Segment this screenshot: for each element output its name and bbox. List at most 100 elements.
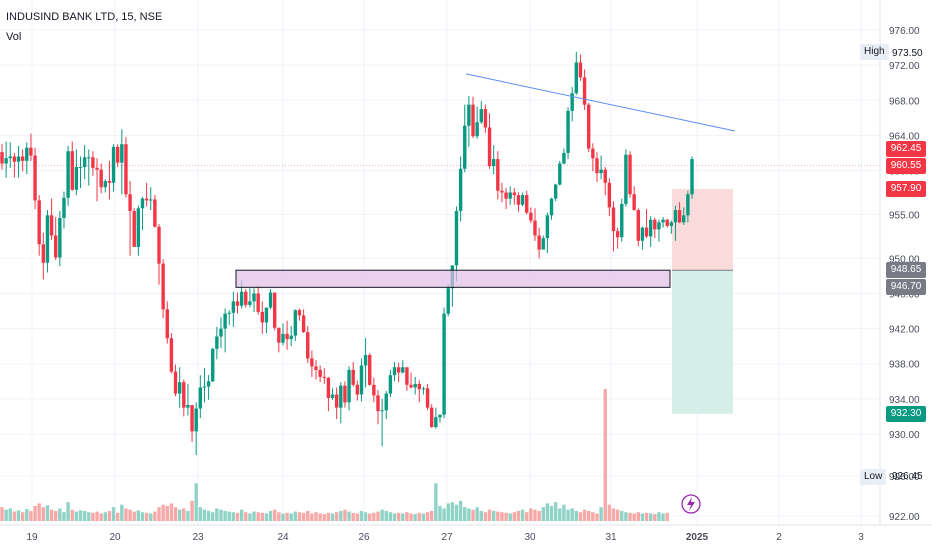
candle-body <box>4 158 8 164</box>
volume-bar <box>186 510 190 521</box>
candle-body <box>29 147 33 156</box>
candle-body <box>690 159 694 195</box>
lightning-icon[interactable] <box>681 494 701 514</box>
volume-bar <box>392 513 397 521</box>
volume-bar <box>425 512 430 521</box>
volume-bar <box>87 512 91 521</box>
y-tick-label: 926.00 <box>889 472 920 483</box>
volume-bar <box>66 502 70 521</box>
volume-bar <box>376 511 380 521</box>
volume-bar <box>541 507 545 521</box>
volume-bar <box>396 512 401 521</box>
volume-bar <box>177 509 182 521</box>
position-zones <box>0 165 880 414</box>
candle-body <box>293 310 298 336</box>
volume-bar <box>582 509 587 521</box>
candle-body <box>194 408 198 432</box>
volume-bar <box>653 514 657 521</box>
candle-body <box>153 199 157 227</box>
candle-body <box>128 194 132 211</box>
volume-bar <box>409 513 413 521</box>
volume-bar <box>310 513 314 521</box>
y-tick-label: 976.00 <box>889 26 920 37</box>
candle-body <box>256 293 260 312</box>
candle-body <box>533 220 537 236</box>
volume-indicator-label[interactable]: Vol <box>6 31 22 43</box>
candle-body <box>281 333 285 343</box>
volume-bar <box>413 514 417 521</box>
volume-bar <box>562 504 566 521</box>
candle-body <box>37 200 41 245</box>
candle-body <box>615 231 620 238</box>
volume-bar <box>442 508 446 521</box>
volume-bars <box>0 389 669 521</box>
candle-body <box>458 168 463 211</box>
candle-body <box>620 203 624 238</box>
candle-body <box>20 156 25 161</box>
candle-body <box>334 394 339 408</box>
candle-body <box>343 385 347 403</box>
candle-body <box>686 194 690 216</box>
candle-body <box>227 312 231 314</box>
volume-bar <box>347 511 351 521</box>
y-tick-label: 955.00 <box>889 210 920 221</box>
candle-body <box>648 219 653 237</box>
volume-bar <box>206 510 211 521</box>
candle-body <box>326 377 331 398</box>
volume-bar <box>657 512 661 521</box>
volume-bar <box>566 509 570 521</box>
candle-body <box>677 210 682 223</box>
volume-bar <box>549 505 554 521</box>
volume-bar <box>438 505 442 521</box>
candle-body <box>558 163 562 185</box>
volume-bar <box>496 511 500 521</box>
volume-bar <box>244 512 248 521</box>
volume-bar <box>120 504 124 521</box>
candle-body <box>49 215 54 236</box>
candle-body <box>140 198 145 209</box>
candle-body <box>239 291 244 306</box>
candle-body <box>541 238 545 250</box>
candle-body <box>339 385 343 408</box>
candle-body <box>87 157 91 159</box>
volume-bar <box>202 509 207 521</box>
volume-bar <box>595 513 599 521</box>
candle-body <box>0 152 4 164</box>
volume-bar <box>211 512 215 521</box>
stop-loss-zone <box>672 188 733 271</box>
y-tick-label: 938.00 <box>889 360 920 371</box>
volume-bar <box>124 508 128 521</box>
volume-bar <box>636 512 640 521</box>
candle-body <box>322 376 326 378</box>
volume-bar <box>136 510 141 521</box>
candle-body <box>355 384 360 395</box>
volume-bar <box>99 513 103 521</box>
volume-bar <box>644 512 649 521</box>
lightning-icon-bolt <box>687 497 695 511</box>
volume-bar <box>359 510 364 521</box>
volume-bar <box>281 513 285 521</box>
volume-bar <box>475 507 479 521</box>
candle-body <box>173 371 178 394</box>
volume-bar <box>264 513 269 521</box>
volume-bar <box>467 508 471 521</box>
time-axis[interactable]: 19 20 23 24 26 27 30 31 2025 2 3 <box>0 524 932 543</box>
volume-bar <box>194 483 198 521</box>
candle-body <box>186 405 190 408</box>
candle-body <box>430 407 434 427</box>
volume-bar <box>355 513 360 521</box>
candle-body <box>504 192 508 199</box>
volume-bar <box>95 511 99 521</box>
candle-body <box>376 395 380 412</box>
x-tick-label: 20 <box>109 532 121 543</box>
symbol-title[interactable]: INDUSIND BANK LTD, 15, NSE <box>6 11 163 23</box>
y-tick-label: 942.00 <box>889 325 920 336</box>
volume-bar <box>388 512 393 521</box>
candle-body <box>599 169 603 174</box>
volume-bar <box>4 509 8 521</box>
price-tag: 960.55 <box>886 157 926 174</box>
volume-bar <box>128 509 132 521</box>
candle-body <box>591 148 595 159</box>
candle-body <box>516 195 521 205</box>
